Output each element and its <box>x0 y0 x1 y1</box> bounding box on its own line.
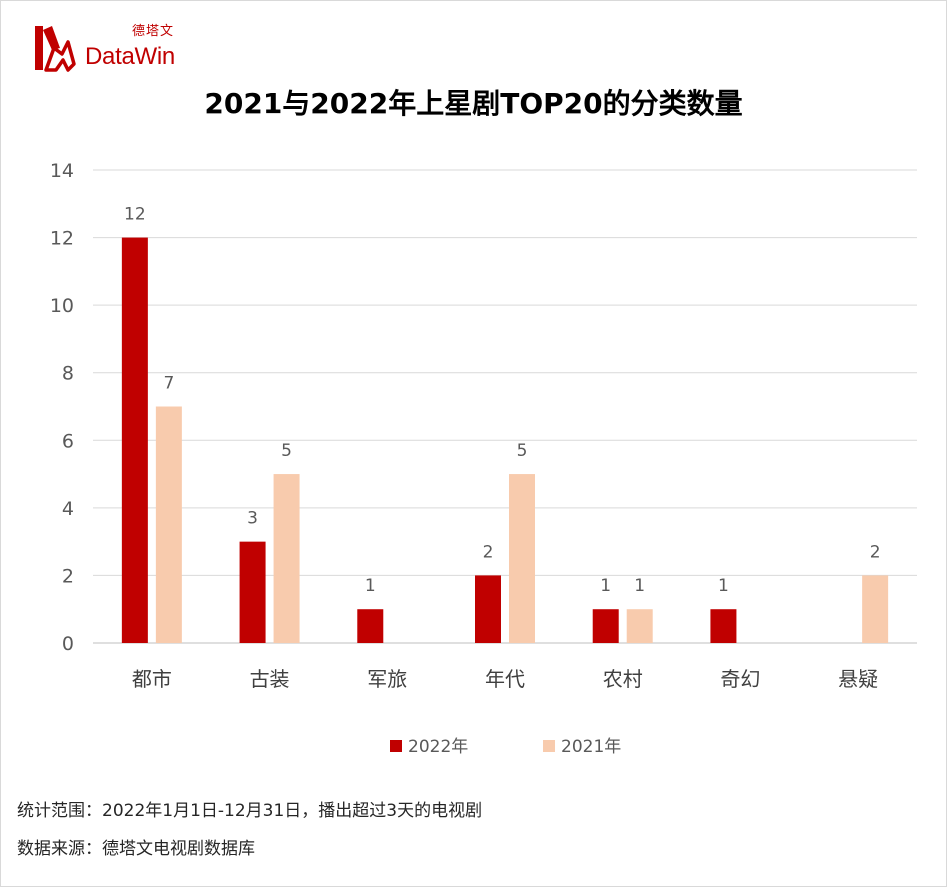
legend-swatch <box>390 740 402 752</box>
data-label: 2 <box>483 542 494 562</box>
y-tick-label: 0 <box>62 633 74 655</box>
datawin-logo-mark <box>35 26 76 72</box>
logo-brand-cn: 德塔文 <box>132 24 175 39</box>
bar-series-a <box>239 541 266 643</box>
x-tick-label: 军旅 <box>367 667 407 691</box>
chart-title: 2021与2022年上星剧TOP20的分类数量 <box>204 87 743 120</box>
data-label: 12 <box>124 205 146 225</box>
y-tick-label: 6 <box>62 430 74 452</box>
legend-label: 2022年 <box>408 737 468 757</box>
bar-series-b <box>155 406 182 643</box>
x-tick-label: 都市 <box>132 667 172 691</box>
y-tick-label: 12 <box>50 228 74 250</box>
x-tick-label: 农村 <box>603 667 643 691</box>
bar-series-b <box>509 474 535 643</box>
y-tick-label: 14 <box>50 160 74 182</box>
data-label: 1 <box>600 576 611 596</box>
data-label: 1 <box>365 576 376 596</box>
legend-swatch <box>543 740 555 752</box>
y-tick-label: 10 <box>50 295 74 317</box>
data-label: 5 <box>517 441 528 461</box>
x-tick-label: 悬疑 <box>838 667 878 691</box>
x-tick-label: 古装 <box>250 667 290 691</box>
bar-series-b <box>626 609 653 643</box>
logo-brand-en: DataWin <box>85 43 175 70</box>
bar-series-a <box>357 609 384 643</box>
bar-series-b <box>273 474 300 643</box>
bar-series-b <box>862 575 889 643</box>
x-tick-label: 年代 <box>485 667 525 691</box>
datawin-logo: 德塔文 DataWin <box>30 20 190 76</box>
source-notes: 统计范围：2022年1月1日-12月31日，播出超过3天的电视剧 数据来源：德塔… <box>17 796 482 872</box>
source-note: 数据来源：德塔文电视剧数据库 <box>17 839 255 859</box>
legend-label: 2021年 <box>561 737 621 757</box>
bar-series-a <box>710 609 737 643</box>
bar-series-a <box>121 237 148 644</box>
scope-note: 统计范围：2022年1月1日-12月31日，播出超过3天的电视剧 <box>17 801 483 821</box>
data-label: 3 <box>247 509 258 529</box>
data-label: 7 <box>163 374 174 394</box>
data-label: 5 <box>281 441 292 461</box>
data-label: 1 <box>634 576 645 596</box>
data-label: 2 <box>870 542 881 562</box>
y-tick-label: 8 <box>62 363 74 385</box>
y-tick-label: 4 <box>62 498 74 520</box>
x-tick-label: 奇幻 <box>720 667 760 691</box>
bar-series-a <box>475 575 501 643</box>
data-label: 1 <box>718 576 729 596</box>
bar-series-a <box>592 609 619 643</box>
y-tick-label: 2 <box>62 565 74 587</box>
